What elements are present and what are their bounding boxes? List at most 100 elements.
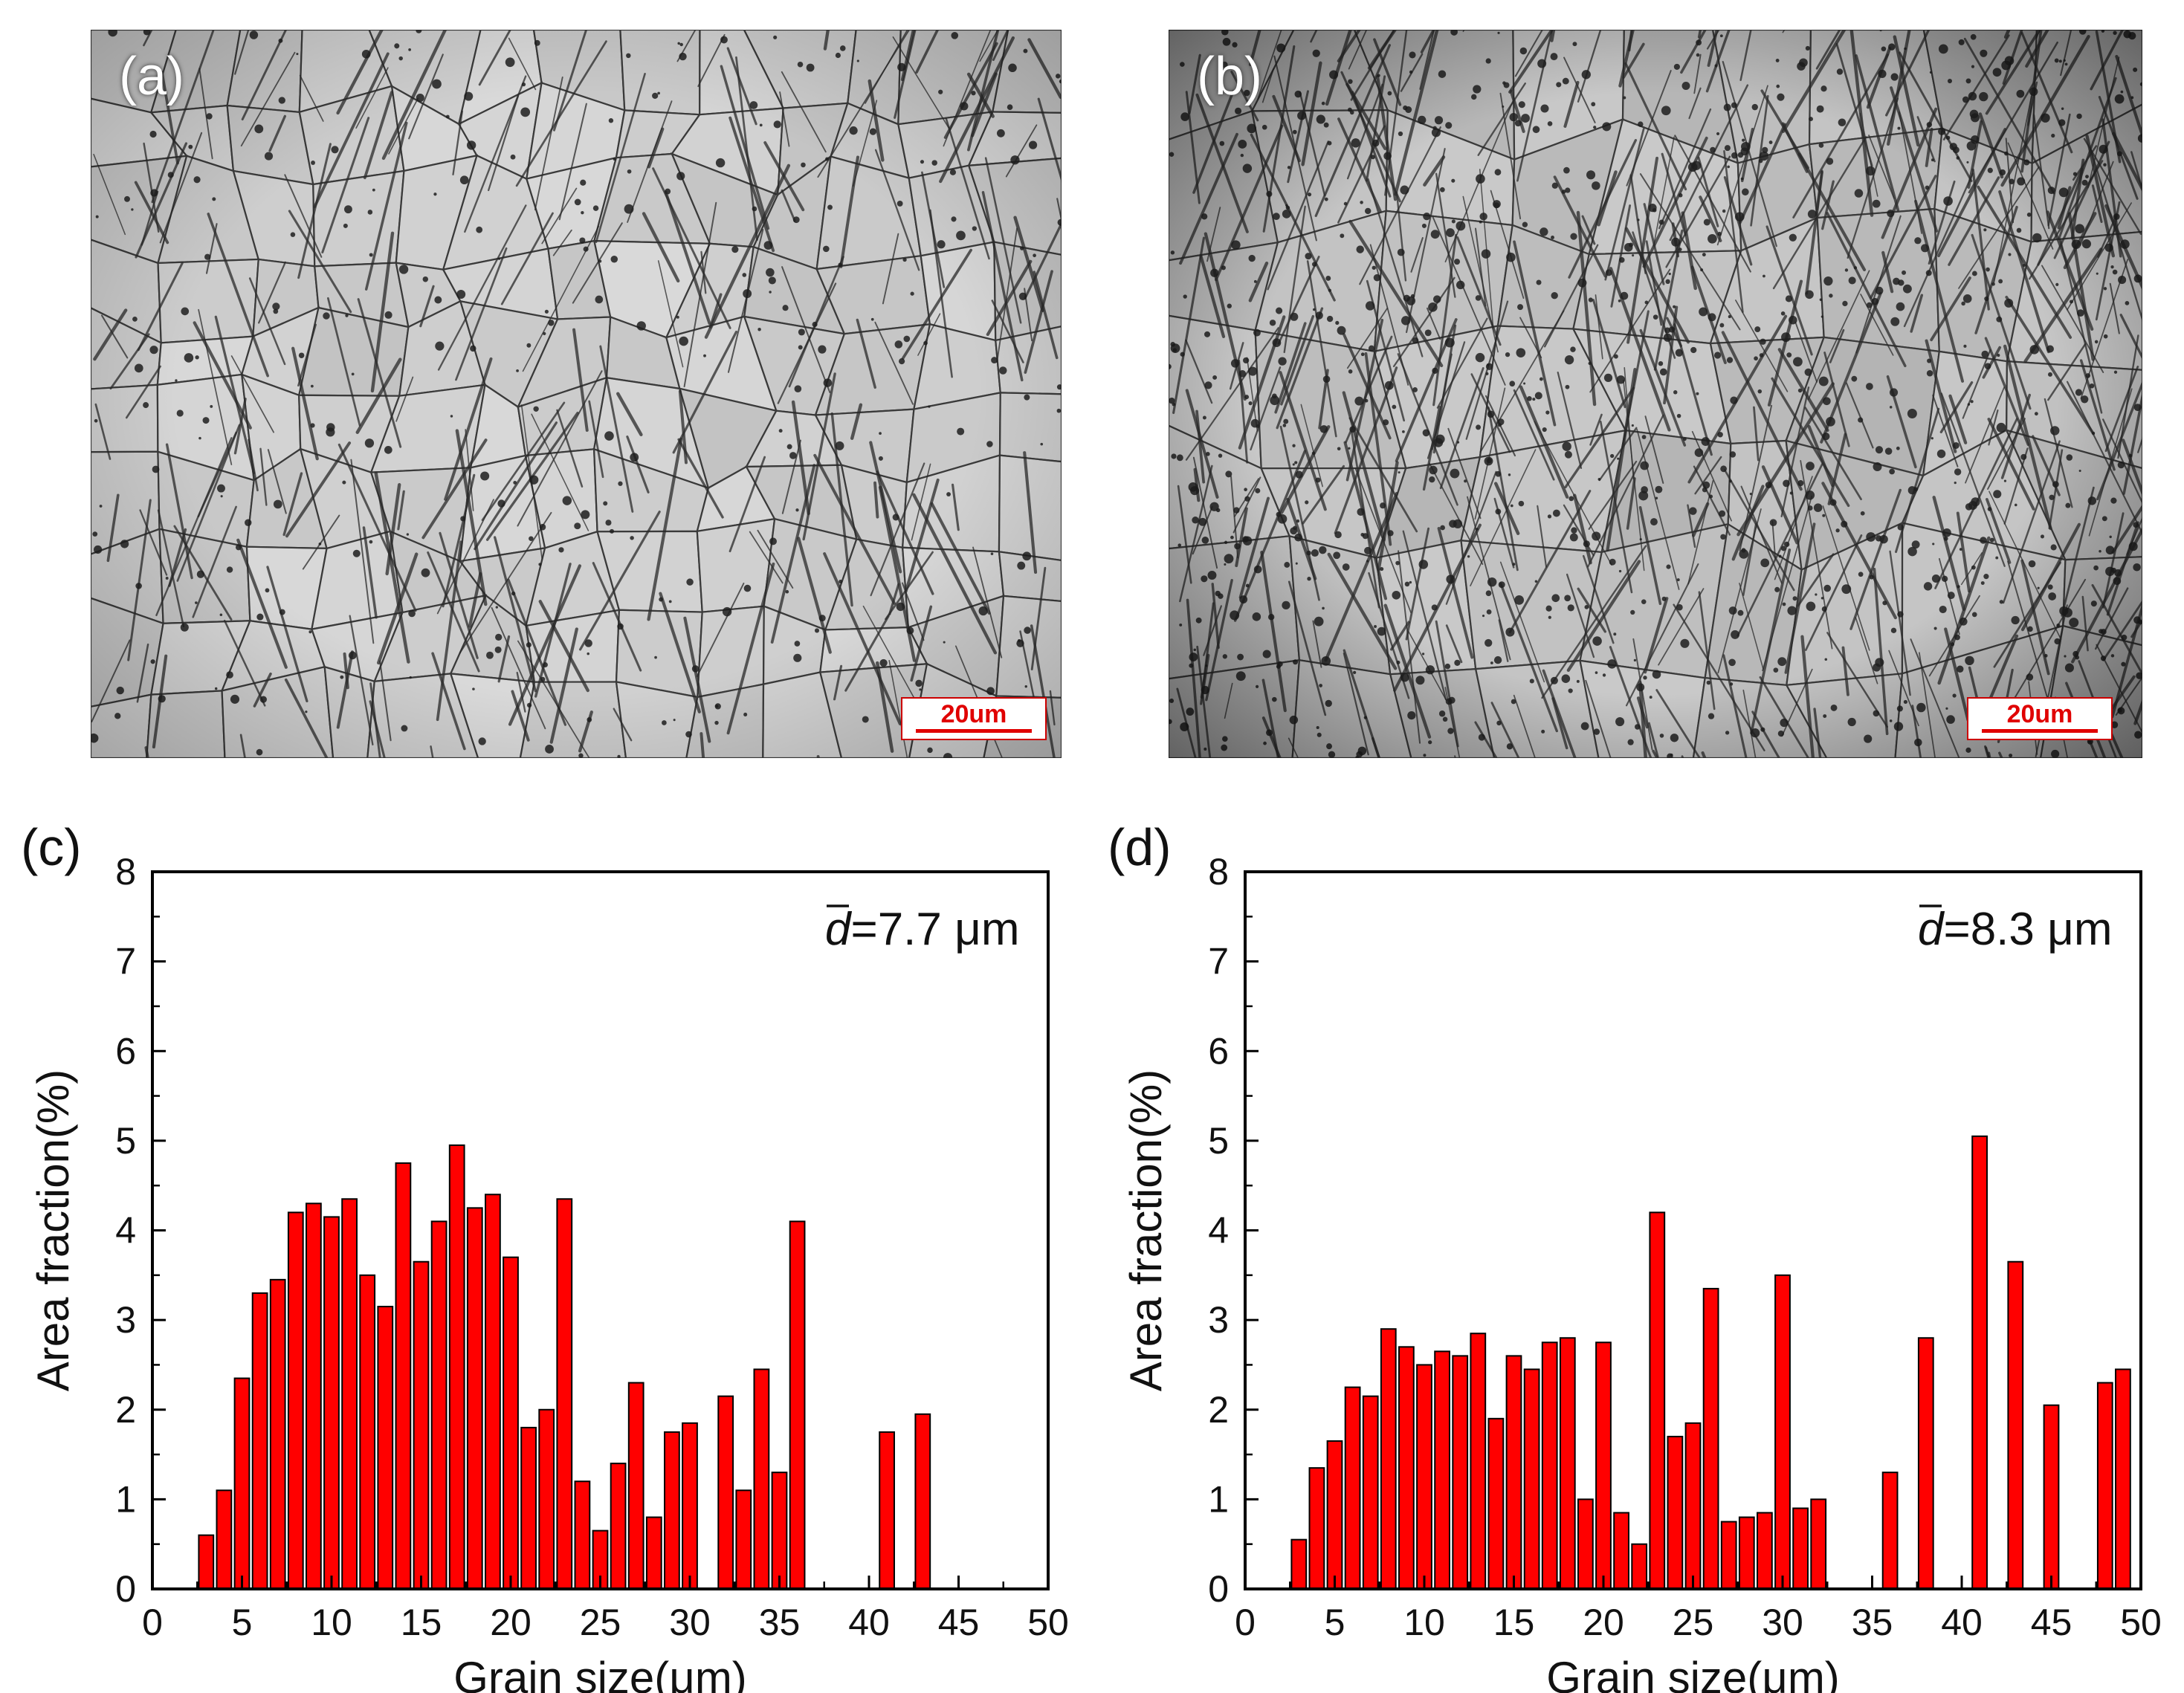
chart-c-ytick-label: 0 — [115, 1568, 136, 1610]
chart-d-xtick-label: 50 — [2120, 1602, 2162, 1643]
chart-d-bar-8 — [1380, 1328, 1397, 1590]
chart-c-bar-6 — [251, 1292, 268, 1590]
chart-c-bar-30 — [682, 1422, 698, 1590]
chart-d-bar-7 — [1362, 1395, 1379, 1590]
chart-c-bar-29 — [664, 1431, 680, 1590]
chart-c-ytick-label: 4 — [115, 1210, 136, 1252]
chart-c-x-axis-label: Grain size(μm) — [453, 1653, 747, 1693]
chart-c-xtick-label: 20 — [490, 1602, 532, 1643]
scale-bar-a-text: 20um — [940, 700, 1007, 728]
chart-d-bar-31 — [1792, 1507, 1809, 1590]
chart-c-bar-5 — [233, 1377, 251, 1590]
chart-d-bar-36 — [1881, 1472, 1899, 1590]
chart-c-bar-7 — [269, 1278, 286, 1590]
chart-c-xtick-label: 30 — [669, 1602, 711, 1643]
chart-d-bar-19 — [1577, 1498, 1594, 1590]
chart-c-xtick-label: 50 — [1027, 1602, 1069, 1643]
chart-c-xtick-label: 0 — [142, 1602, 163, 1643]
chart-d-bar-16 — [1523, 1368, 1540, 1590]
chart-d-bar-22 — [1631, 1543, 1648, 1590]
chart-c-bar-33 — [735, 1489, 752, 1590]
chart-d-bar-27 — [1720, 1521, 1737, 1590]
chart-d-bar-12 — [1452, 1355, 1469, 1590]
chart-c-bar-18 — [466, 1207, 483, 1590]
chart-c-xtick-label: 35 — [759, 1602, 801, 1643]
chart-d-xtick-label: 40 — [1941, 1602, 1983, 1643]
chart-c-bar-16 — [430, 1220, 448, 1590]
chart-c-bar-23 — [556, 1198, 573, 1590]
chart-d-bar-48 — [2096, 1382, 2113, 1590]
chart-d-x-axis-label: Grain size(μm) — [1546, 1653, 1840, 1693]
chart-c-bar-8 — [287, 1211, 304, 1590]
chart-d-bar-26 — [1702, 1287, 1719, 1590]
chart-d-bar-6 — [1344, 1386, 1361, 1590]
chart-c-bar-22 — [538, 1408, 555, 1590]
micro-a-vignette — [91, 30, 1062, 758]
chart-d-mean-annotation: d=8.3 μm — [1918, 904, 2112, 955]
chart-d-bar-13 — [1470, 1333, 1487, 1590]
chart-c-xtick-label: 10 — [311, 1602, 352, 1643]
scale-bar-a-line — [916, 729, 1032, 733]
chart-c-bar-26 — [610, 1463, 627, 1590]
chart-c-bar-11 — [341, 1198, 358, 1590]
scale-bar-a: 20um — [901, 697, 1047, 740]
chart-d-bar-10 — [1416, 1364, 1432, 1590]
chart-c-ytick-label: 5 — [115, 1120, 136, 1162]
chart-d-xtick-label: 10 — [1403, 1602, 1445, 1643]
chart-c-bar-21 — [520, 1426, 537, 1590]
chart-d-bar-25 — [1684, 1422, 1702, 1590]
chart-d-ytick-label: 2 — [1208, 1389, 1229, 1431]
chart-c-bar-19 — [485, 1194, 501, 1590]
chart-d-bar-49 — [2115, 1368, 2131, 1590]
chart-d-bar-32 — [1810, 1498, 1827, 1590]
panel-label-c: (c) — [21, 818, 82, 876]
chart-c-bar-4 — [216, 1489, 233, 1590]
chart-d-ytick-label: 8 — [1208, 851, 1229, 893]
chart-d-bar-29 — [1757, 1512, 1773, 1590]
panel-label-d: (d) — [1108, 818, 1172, 876]
chart-d-xtick-label: 30 — [1762, 1602, 1803, 1643]
chart-c-xtick-label: 25 — [580, 1602, 621, 1643]
chart-c-plot-frame — [151, 870, 1050, 1590]
chart-c-mean-value: =7.7 μm — [850, 904, 1019, 955]
chart-d-ytick-label: 1 — [1208, 1478, 1229, 1520]
chart-c-bar-14 — [395, 1162, 412, 1590]
chart-d-bar-14 — [1487, 1417, 1505, 1590]
chart-c-bar-43 — [914, 1413, 931, 1590]
chart-d-bar-11 — [1434, 1350, 1450, 1590]
chart-d-ytick-label: 6 — [1208, 1030, 1229, 1072]
chart-c-bar-9 — [306, 1202, 322, 1590]
chart-c-bar-41 — [879, 1431, 895, 1590]
chart-c-y-axis-label: Area fraction(%) — [28, 1069, 78, 1391]
chart-d-bar-21 — [1613, 1512, 1629, 1590]
chart-c-ytick-label: 2 — [115, 1389, 136, 1431]
chart-c-ytick-label: 7 — [115, 941, 136, 983]
scale-bar-b-line — [1982, 729, 2098, 733]
chart-c-bar-36 — [789, 1220, 806, 1590]
chart-d-ytick-label: 4 — [1208, 1210, 1229, 1252]
chart-d-xtick-label: 45 — [2031, 1602, 2072, 1643]
chart-c-ytick-label: 3 — [115, 1299, 136, 1341]
chart-d-xtick-label: 25 — [1673, 1602, 1714, 1643]
chart-c-bar-10 — [323, 1216, 340, 1590]
chart-d-bar-28 — [1738, 1516, 1755, 1590]
panel-label-a: (a) — [119, 47, 184, 106]
chart-c-xtick-label: 45 — [938, 1602, 980, 1643]
chart-d-xtick-label: 5 — [1325, 1602, 1345, 1643]
chart-d-ytick-label: 0 — [1208, 1568, 1229, 1610]
chart-c-bar-32 — [717, 1395, 734, 1590]
chart-d-xtick-label: 0 — [1235, 1602, 1256, 1643]
micro-b-vignette — [1169, 30, 2142, 758]
micrograph-b: (b) 20um — [1169, 30, 2142, 758]
chart-d-bar-20 — [1595, 1341, 1612, 1590]
micrograph-b-image — [1169, 30, 2142, 758]
panel-label-b: (b) — [1197, 47, 1262, 106]
chart-d-bar-38 — [1917, 1337, 1934, 1590]
chart-c-bar-12 — [359, 1274, 376, 1590]
chart-d-mean-symbol: d — [1918, 904, 1945, 955]
chart-d-bar-23 — [1649, 1211, 1666, 1590]
chart-c-bar-20 — [503, 1256, 519, 1590]
chart-d-ytick-label: 7 — [1208, 941, 1229, 983]
